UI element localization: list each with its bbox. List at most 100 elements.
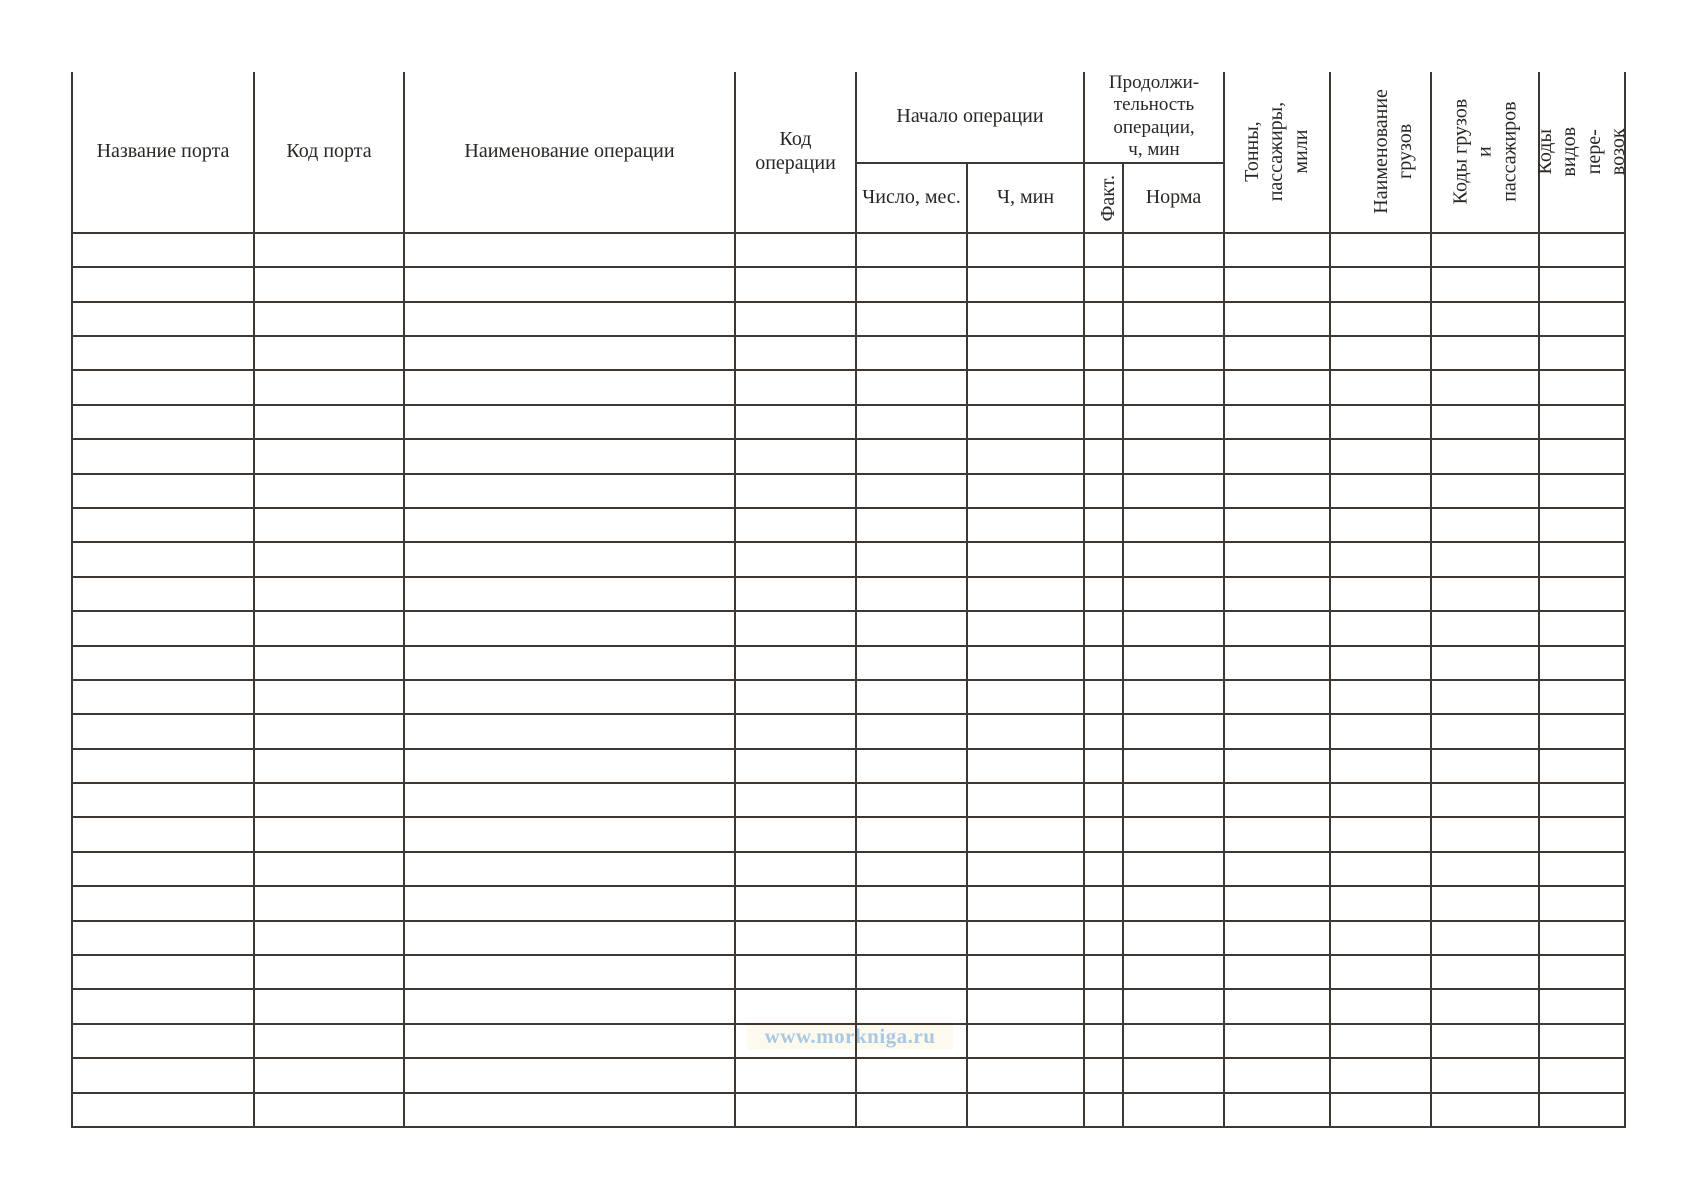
table-cell — [253, 782, 405, 819]
table-cell — [855, 919, 968, 957]
table-cell — [966, 610, 1085, 647]
table-row — [71, 1091, 1627, 1128]
table-cell — [1538, 988, 1627, 1025]
table-cell — [734, 369, 857, 406]
table-cell — [1329, 644, 1433, 681]
col-header-port-name-label: Название порта — [96, 140, 230, 163]
table-cell — [1223, 1022, 1332, 1060]
table-cell — [403, 1091, 736, 1128]
table-cell — [403, 610, 736, 647]
table-cell — [1538, 541, 1627, 578]
table-cell — [734, 300, 857, 337]
table-cell — [1538, 334, 1627, 372]
table-cell — [1223, 885, 1332, 922]
table-cell — [1121, 231, 1226, 269]
table-cell — [1223, 541, 1332, 578]
table-cell — [1329, 988, 1433, 1025]
table-cell — [855, 954, 968, 991]
table-cell — [403, 300, 736, 337]
table-cell — [253, 506, 405, 544]
table-cell — [1083, 231, 1124, 269]
table-cell — [1121, 782, 1226, 819]
col-header-operation-code-label: Код операции — [755, 128, 836, 174]
table-cell — [403, 816, 736, 853]
table-cell — [1083, 438, 1124, 475]
table-cell — [966, 782, 1085, 819]
table-cell — [1121, 919, 1226, 957]
table-cell — [1121, 610, 1226, 647]
table-cell — [966, 334, 1085, 372]
table-cell — [734, 266, 857, 303]
table-cell — [71, 231, 255, 269]
table-cell — [966, 678, 1085, 716]
table-cell — [1329, 885, 1433, 922]
table-cell — [1430, 747, 1541, 785]
table-cell — [403, 885, 736, 922]
table-cell — [1223, 575, 1332, 613]
table-cell — [1223, 644, 1332, 681]
table-cell — [403, 575, 736, 613]
table-cell — [966, 541, 1085, 578]
table-cell — [966, 300, 1085, 337]
table-cell — [734, 1022, 857, 1060]
table-cell — [734, 472, 857, 509]
table-cell — [1223, 988, 1332, 1025]
col-header-day-month: Число, мес. — [855, 161, 968, 234]
table-cell — [71, 541, 255, 578]
table-cell — [734, 988, 857, 1025]
table-cell — [1329, 747, 1433, 785]
table-cell — [71, 678, 255, 716]
table-cell — [855, 1091, 968, 1128]
table-cell — [1430, 713, 1541, 750]
col-header-cargo-passenger-codes: Коды грузов и пассажиров — [1430, 72, 1541, 234]
table-cell — [1083, 644, 1124, 681]
table-cell — [1083, 369, 1124, 406]
col-header-operation-name: Наименование операции — [403, 72, 736, 234]
table-cell — [253, 541, 405, 578]
table-cell — [71, 747, 255, 785]
table-cell — [1430, 575, 1541, 613]
table-cell — [1329, 506, 1433, 544]
table-cell — [1430, 610, 1541, 647]
table-cell — [253, 266, 405, 303]
table-cell — [966, 850, 1085, 888]
table-cell — [855, 334, 968, 372]
table-cell — [855, 678, 968, 716]
table-cell — [403, 954, 736, 991]
table-cell — [71, 816, 255, 853]
table-cell — [1329, 369, 1433, 406]
table-cell — [1538, 231, 1627, 269]
col-header-tons-passengers-miles: Тонны, пассажиры, мили — [1223, 72, 1332, 234]
table-cell — [71, 610, 255, 647]
table-cell — [1223, 678, 1332, 716]
table-cell — [1083, 747, 1124, 785]
table-cell — [966, 954, 1085, 991]
table-row — [71, 541, 1627, 578]
table-cell — [1223, 506, 1332, 544]
table-cell — [253, 300, 405, 337]
table-cell — [71, 885, 255, 922]
table-cell — [1430, 954, 1541, 991]
table-cell — [855, 747, 968, 785]
table-cell — [855, 782, 968, 819]
table-row — [71, 1022, 1627, 1060]
col-header-port-code: Код порта — [253, 72, 405, 234]
table-cell — [1223, 266, 1332, 303]
table-cell — [253, 334, 405, 372]
table-cell — [1329, 1057, 1433, 1094]
table-cell — [253, 472, 405, 509]
table-cell — [734, 954, 857, 991]
table-cell — [1430, 816, 1541, 853]
table-cell — [1121, 885, 1226, 922]
table-cell — [403, 1057, 736, 1094]
table-row — [71, 919, 1627, 957]
table-cell — [1538, 782, 1627, 819]
table-cell — [1430, 1022, 1541, 1060]
table-cell — [734, 334, 857, 372]
table-cell — [734, 438, 857, 475]
table-cell — [253, 1091, 405, 1128]
table-cell — [734, 403, 857, 441]
table-cell — [1121, 816, 1226, 853]
table-cell — [1083, 575, 1124, 613]
table-cell — [1121, 678, 1226, 716]
